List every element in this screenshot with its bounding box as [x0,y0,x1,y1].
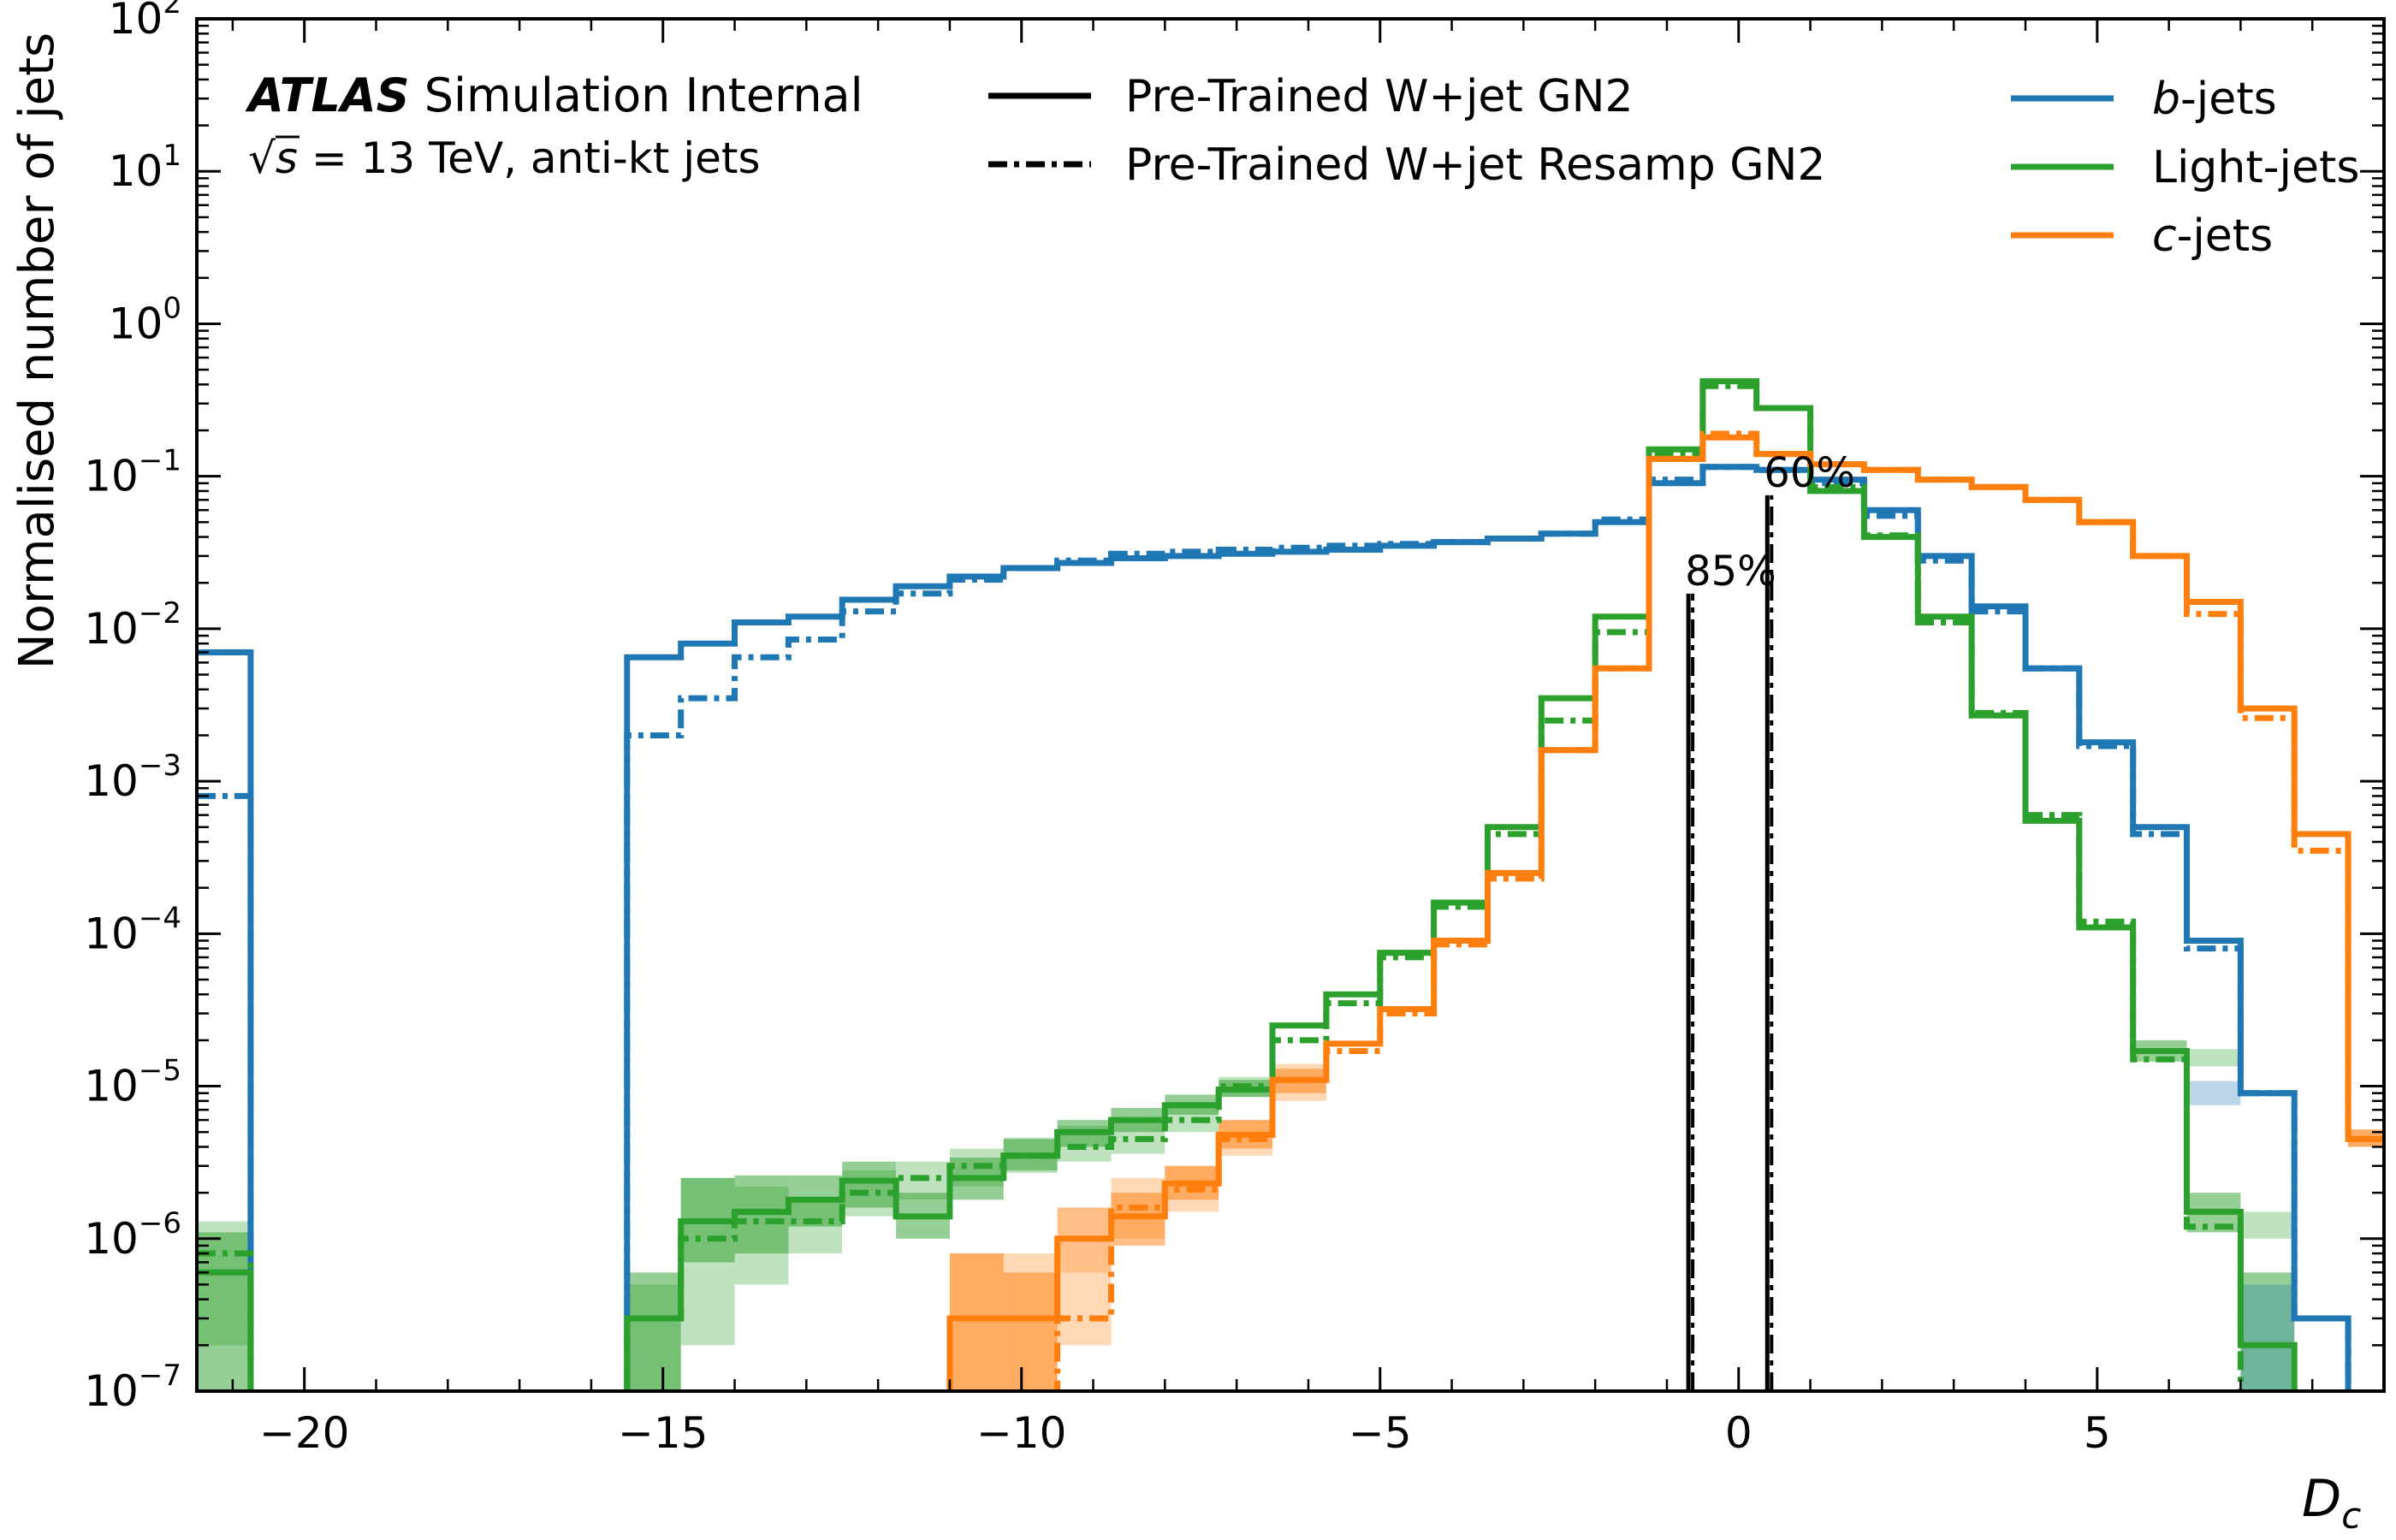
x-axis-label-subscript: c [2341,1495,2361,1537]
legend-light-jets-label: Light-jets [2152,142,2359,193]
uncertainty-band-1-bin-9 [680,1177,735,1346]
y-tick-label: 10−5 [84,1054,181,1111]
uncertainty-band-4-bin-38 [2240,1284,2295,1391]
legend-c-jets-italic: c [2152,210,2177,262]
y-tick-exponent: −6 [139,1206,181,1241]
x-tick-label: 0 [1725,1408,1753,1458]
atlas-label-text: Simulation Internal [410,68,863,122]
uncertainty-band-0-bin-0 [197,1232,251,1391]
wp-label-85pct: 85% [1685,548,1776,595]
light-jets-solid-series [197,378,2298,1391]
y-tick-exponent: −2 [139,596,181,631]
atlas-label: ATLAS Simulation Internal [245,68,863,122]
uncertainty-band-2-bin-15 [1003,1272,1058,1391]
legend-b-jets-label: b-jets [2152,74,2277,125]
y-tick-label: 100 [109,291,181,348]
energy-label: √s = 13 TeV, anti-kt jets [248,133,761,183]
y-tick-exponent: −4 [139,901,181,935]
legend-b-jets-text: -jets [2180,74,2277,125]
legend-b-jets-italic: b [2152,74,2180,125]
y-tick-label: 10−4 [84,901,181,958]
energy-label-text: = 13 TeV, anti-kt jets [298,133,761,183]
uncertainty-band-0-bin-12 [842,1161,897,1208]
legend-c-jets-text: -jets [2177,210,2274,262]
y-tick-exponent: 1 [163,139,181,173]
linestyle-legend: Pre-Trained W+jet GN2 Pre-Trained W+jet … [988,71,1826,191]
axis-ticks: −20 −15 −10 −5 0 510−710−610−510−410−310−210−… [84,0,2386,1458]
y-tick-exponent: −5 [139,1054,181,1088]
y-tick-label: 10−3 [84,749,181,806]
y-tick-exponent: −1 [139,444,181,478]
x-tick-label: −20 [259,1408,350,1458]
uncertainty-band-1-bin-37 [2186,1049,2241,1067]
energy-s-symbol: s [276,133,298,183]
uncertainty-band-1-bin-0 [197,1221,251,1346]
y-tick-label: 101 [109,139,181,196]
uncertainty-band-3-bin-16 [1057,1272,1112,1346]
y-tick-exponent: −3 [139,749,181,783]
uncertainty-band-2-bin-14 [949,1253,1004,1391]
uncertainty-band-1-bin-11 [788,1199,843,1254]
uncertainty-band-0-bin-8 [626,1272,681,1391]
y-tick-exponent: 0 [163,291,181,325]
b-jets-solid-series [197,464,2352,1391]
x-axis-label: Dc [2302,1469,2361,1537]
legend-light-jets-text: Light-jets [2152,142,2359,193]
wp-label-60pct: 60% [1764,449,1855,497]
y-tick-label: 10−6 [84,1206,181,1264]
c-jets-solid-series [946,434,2384,1391]
y-tick-label: 102 [109,0,181,44]
uncertainty-band-4-bin-37 [2186,1081,2241,1105]
uncertainty-band-1-bin-8 [626,1284,681,1391]
light-jets-dashdot-series [197,382,2244,1391]
uncertainty-band-1-bin-10 [734,1186,789,1285]
uncertainty-band-0-bin-38 [2240,1272,2295,1391]
x-tick-label: −5 [1349,1408,1412,1458]
x-tick-label: −15 [618,1408,709,1458]
y-tick-exponent: −7 [139,1359,181,1393]
atlas-label-bold: ATLAS [245,68,410,122]
plot-frame [195,17,2386,1393]
c-jets-dashdot-series [1054,430,2384,1391]
legend-solid-label: Pre-Trained W+jet GN2 [1125,71,1634,122]
working-point-markers: 85% 60% [1685,449,1855,1391]
uncertainty-band-1-bin-38 [2240,1211,2295,1239]
uncertainty-band-3-bin-15 [1003,1253,1058,1391]
uncertainty-band-3-bin-14 [949,1253,1004,1391]
x-axis-label-main: D [2302,1469,2341,1529]
y-tick-label: 10−2 [84,596,181,654]
y-tick-label: 10−7 [84,1359,181,1416]
x-tick-label: −10 [976,1408,1067,1458]
energy-sqrt-sign: √ [248,133,276,183]
b-jets-dashdot-series [197,464,2352,1391]
flavour-legend: b-jets Light-jets c-jets [2011,74,2359,262]
legend-dashdot-label: Pre-Trained W+jet Resamp GN2 [1125,139,1826,191]
legend-c-jets-label: c-jets [2152,210,2273,262]
y-tick-label: 10−1 [84,444,181,501]
histogram-series [197,378,2384,1391]
x-tick-label: 5 [2084,1408,2111,1458]
y-tick-exponent: 2 [163,0,181,21]
y-axis-label: Normalised number of jets [9,33,65,669]
uncertainty-bands [197,1040,2384,1391]
